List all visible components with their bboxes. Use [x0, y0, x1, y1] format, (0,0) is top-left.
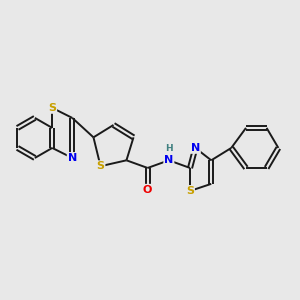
Text: H: H — [165, 144, 173, 153]
Text: S: S — [48, 103, 56, 113]
Text: S: S — [97, 161, 104, 171]
Text: O: O — [143, 185, 152, 195]
Text: N: N — [164, 155, 173, 165]
Text: S: S — [186, 186, 194, 196]
Text: N: N — [68, 153, 77, 163]
Text: N: N — [191, 143, 200, 153]
